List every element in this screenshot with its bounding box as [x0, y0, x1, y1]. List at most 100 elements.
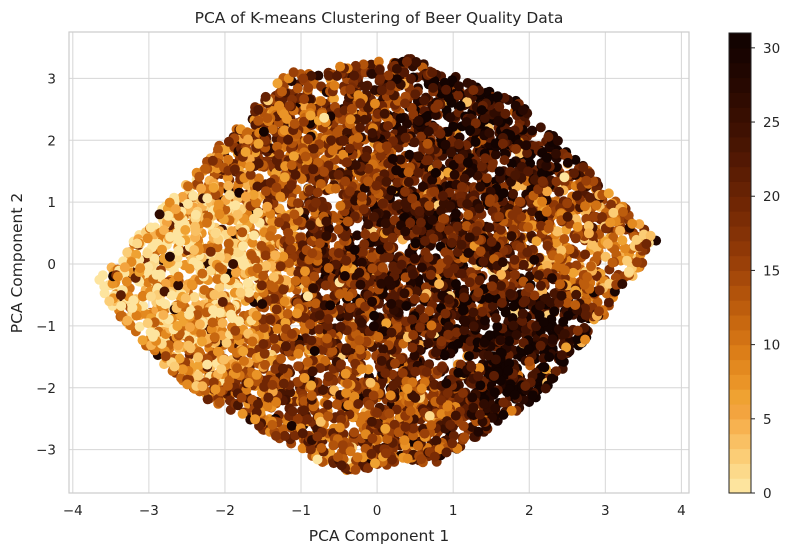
scatter-point	[202, 394, 213, 405]
scatter-point	[199, 285, 210, 295]
scatter-point	[391, 200, 402, 211]
scatter-point	[586, 261, 596, 272]
scatter-point	[490, 403, 501, 414]
scatter-point	[177, 191, 188, 202]
scatter-point	[509, 254, 520, 265]
scatter-point	[572, 221, 583, 232]
scatter-point	[295, 232, 306, 243]
scatter-point	[173, 280, 184, 291]
scatter-point	[188, 190, 199, 201]
scatter-point	[292, 83, 303, 94]
scatter-point	[230, 267, 241, 278]
scatter-point	[366, 59, 377, 70]
scatter-point	[518, 259, 529, 270]
scatter-point	[260, 250, 271, 261]
scatter-point	[145, 222, 156, 233]
scatter-point	[535, 372, 545, 383]
scatter-point	[492, 91, 503, 102]
scatter-point	[445, 112, 456, 123]
scatter-point	[320, 280, 331, 291]
scatter-point	[559, 234, 570, 244]
scatter-point	[279, 296, 290, 307]
scatter-point	[269, 333, 280, 344]
scatter-point	[551, 148, 561, 159]
scatter-point	[306, 335, 317, 346]
scatter-point	[477, 306, 488, 317]
scatter-point	[279, 172, 290, 183]
scatter-point	[603, 188, 614, 199]
scatter-point	[385, 80, 396, 91]
scatter-point	[451, 279, 461, 289]
scatter-point	[480, 315, 490, 326]
scatter-point	[317, 385, 328, 396]
scatter-point	[309, 346, 320, 356]
scatter-point	[213, 144, 223, 155]
scatter-point	[280, 341, 291, 352]
scatter-point	[452, 221, 463, 232]
scatter-point	[570, 233, 581, 244]
scatter-point	[415, 322, 425, 333]
scatter-point	[310, 298, 321, 309]
scatter-point	[484, 222, 495, 233]
scatter-point	[367, 252, 377, 263]
scatter-point	[527, 206, 537, 217]
scatter-point	[413, 167, 424, 178]
scatter-point	[482, 173, 492, 184]
scatter-points	[94, 54, 662, 476]
scatter-point	[121, 276, 132, 287]
scatter-point	[490, 149, 501, 160]
scatter-point	[491, 313, 501, 324]
scatter-point	[292, 413, 303, 424]
scatter-point	[409, 137, 420, 148]
scatter-point	[459, 432, 470, 443]
scatter-point	[373, 332, 384, 342]
scatter-point	[382, 225, 393, 236]
scatter-point	[589, 211, 600, 222]
scatter-point	[341, 343, 352, 354]
scatter-point	[142, 233, 153, 244]
scatter-point	[537, 196, 548, 207]
scatter-point	[313, 70, 324, 81]
scatter-point	[373, 56, 384, 67]
scatter-point	[506, 231, 517, 242]
scatter-point	[349, 70, 360, 81]
scatter-point	[316, 443, 327, 453]
scatter-point	[299, 94, 310, 105]
scatter-point	[447, 438, 458, 449]
scatter-point	[289, 209, 300, 220]
scatter-point	[303, 82, 314, 93]
scatter-point	[467, 392, 478, 403]
scatter-point	[320, 355, 331, 366]
scatter-point	[380, 218, 391, 229]
scatter-point	[552, 135, 563, 146]
scatter-point	[453, 90, 464, 101]
scatter-point	[309, 271, 320, 282]
scatter-point	[535, 122, 546, 133]
scatter-point	[228, 259, 239, 269]
scatter-point	[173, 245, 184, 256]
scatter-point	[186, 279, 197, 290]
scatter-point	[329, 213, 340, 223]
scatter-point	[551, 237, 562, 248]
scatter-point	[182, 379, 193, 390]
chart-title: PCA of K-means Clustering of Beer Qualit…	[195, 9, 564, 27]
scatter-point	[205, 265, 216, 276]
scatter-point	[260, 359, 270, 370]
scatter-point	[300, 275, 311, 286]
scatter-point	[498, 397, 509, 408]
scatter-point	[401, 301, 412, 311]
scatter-point	[307, 366, 318, 377]
scatter-point	[603, 297, 614, 308]
scatter-point	[312, 454, 323, 465]
scatter-point	[323, 70, 334, 81]
scatter-point	[358, 59, 369, 70]
scatter-point	[293, 361, 304, 372]
scatter-point	[458, 305, 469, 316]
scatter-point	[279, 430, 290, 441]
scatter-point	[226, 226, 237, 237]
scatter-point	[183, 340, 194, 351]
scatter-point	[183, 181, 193, 192]
scatter-point	[189, 292, 200, 303]
scatter-point	[283, 134, 294, 145]
